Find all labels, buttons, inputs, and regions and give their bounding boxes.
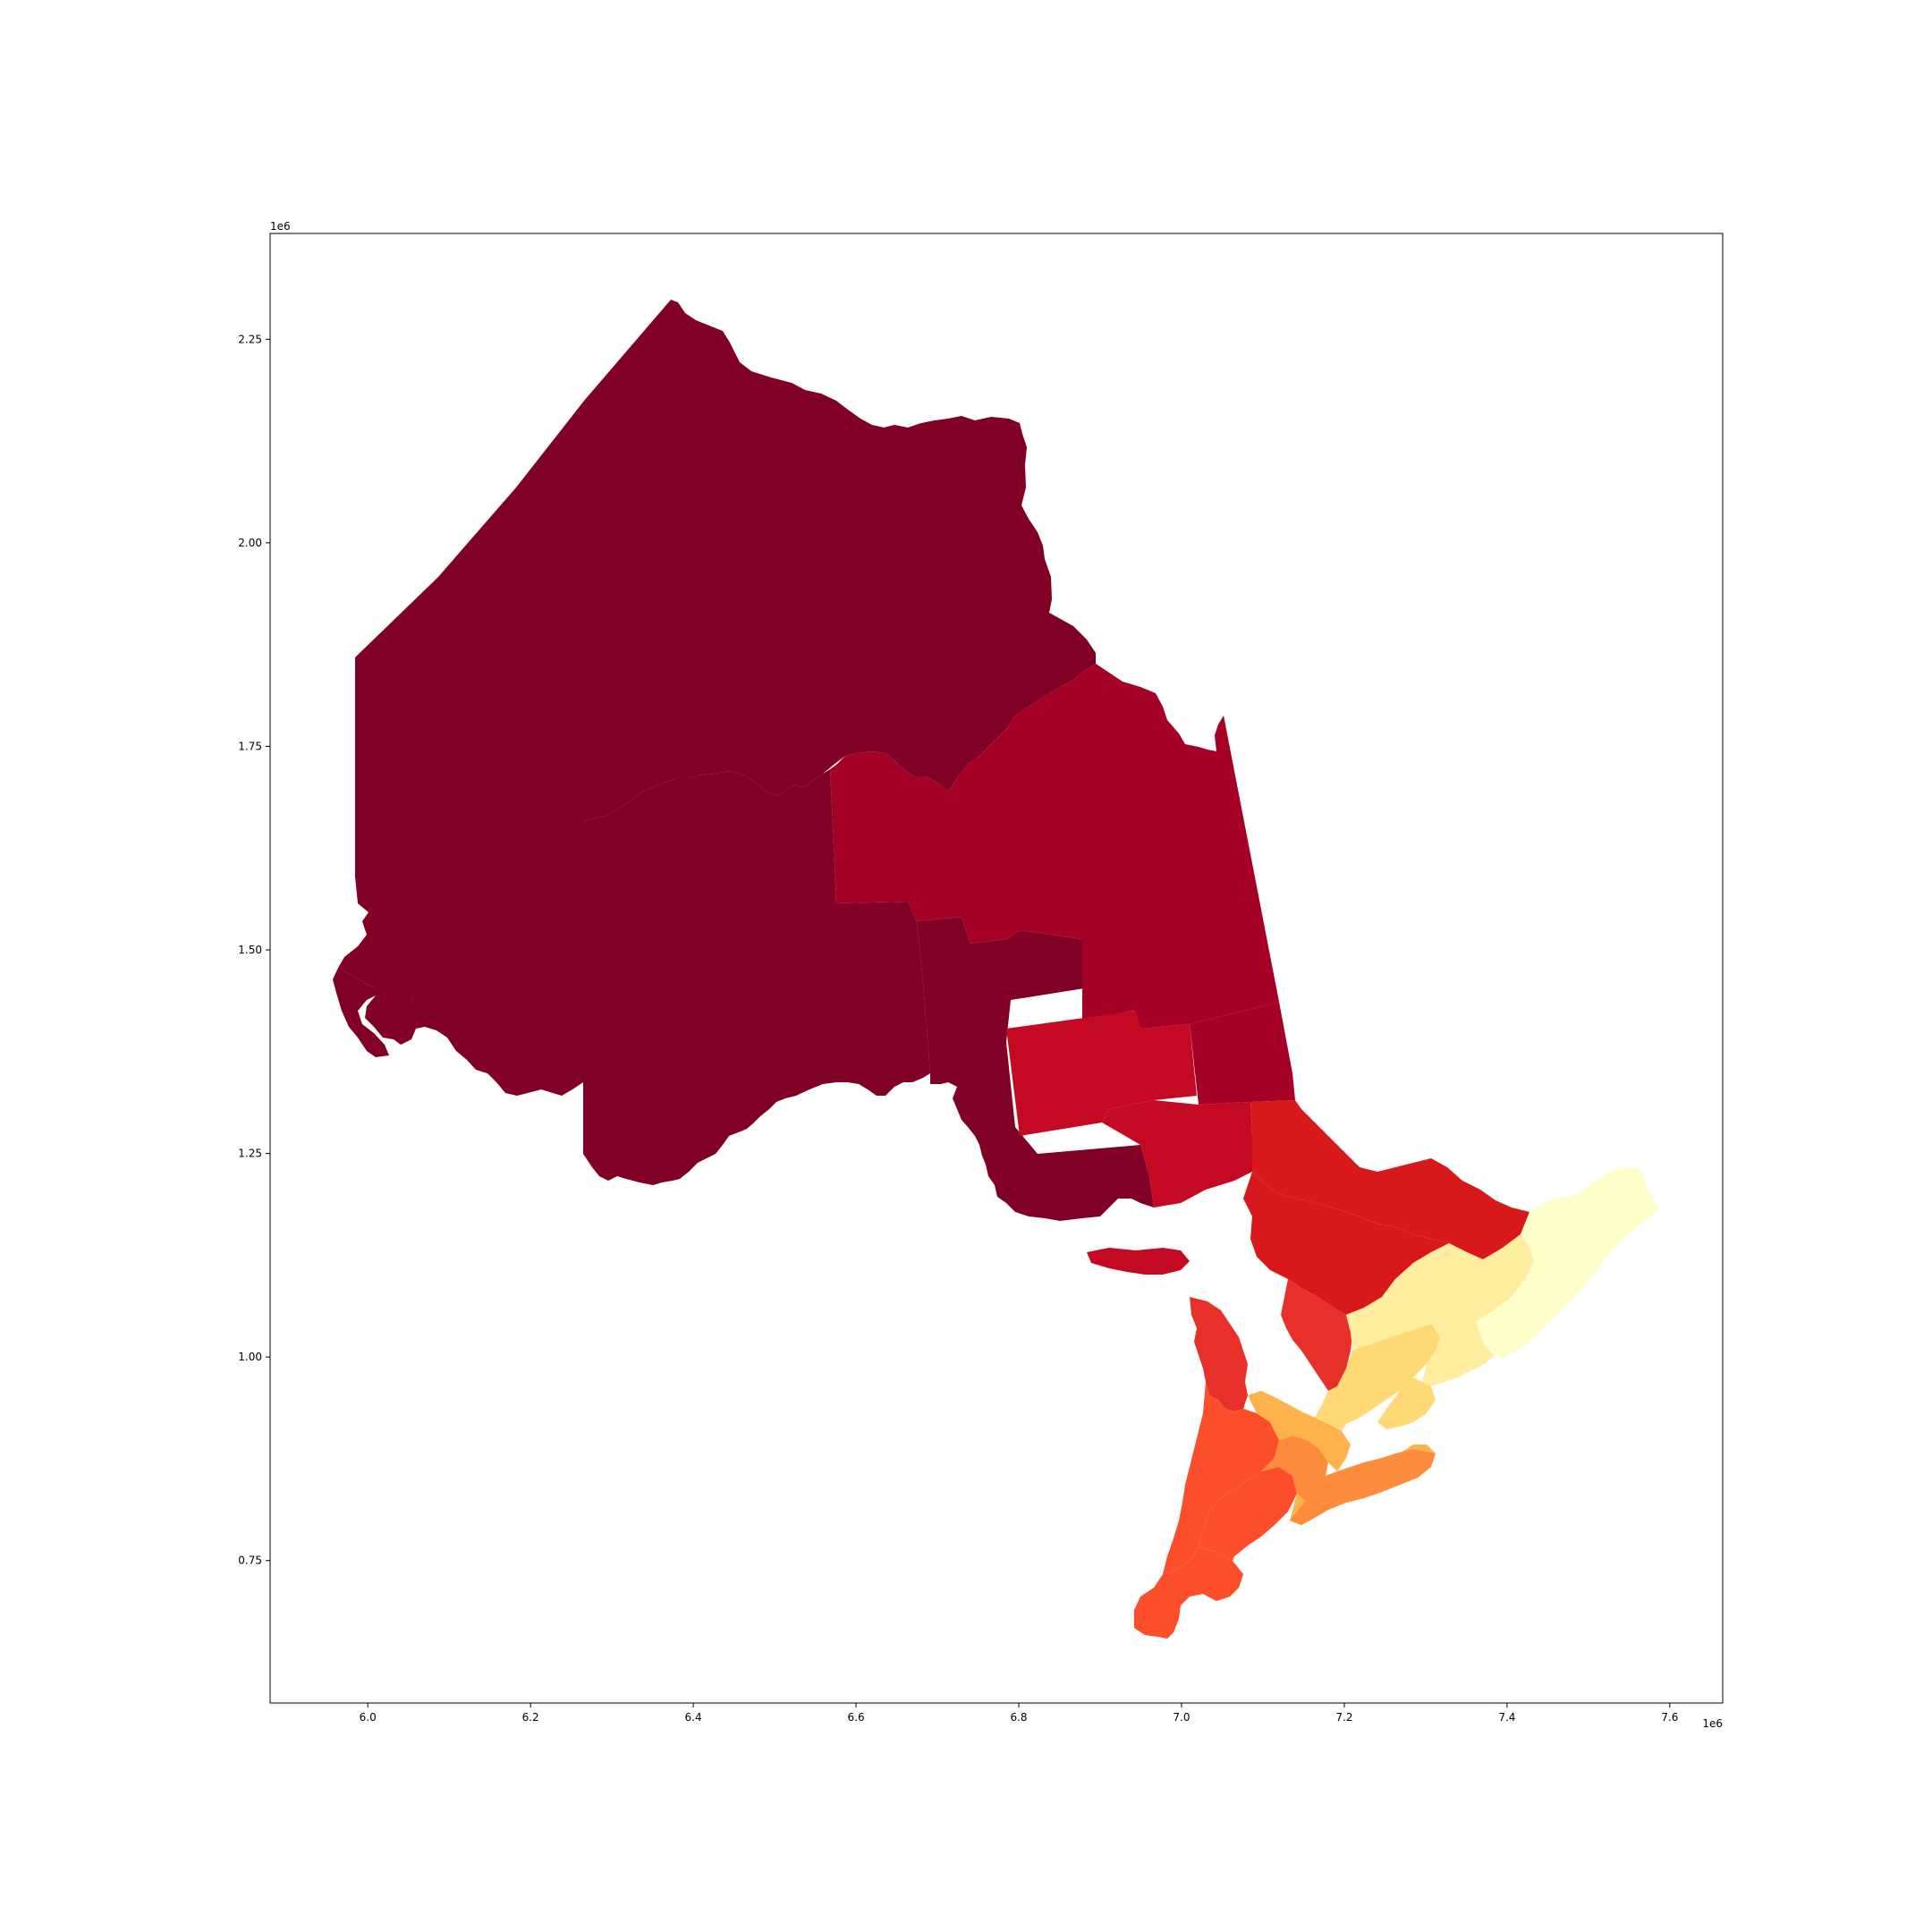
y-tick-label: 0.75 <box>238 1555 262 1567</box>
region-grey-huron[interactable] <box>1163 1382 1279 1574</box>
x-tick-label: 6.4 <box>685 1711 702 1724</box>
x-tick-label: 6.2 <box>522 1711 539 1724</box>
map-regions <box>333 300 1659 1639</box>
y-tick-label: 1.50 <box>238 944 262 956</box>
y-axis-ticks: 0.75 1.00 1.25 1.50 1.75 2.00 2.25 <box>238 333 270 1567</box>
region-algoma[interactable] <box>917 917 1154 1221</box>
region-york[interactable] <box>1315 1324 1440 1431</box>
y-tick-label: 1.25 <box>238 1148 262 1160</box>
y-tick-label: 1.00 <box>238 1351 262 1363</box>
region-west-islands[interactable] <box>333 968 389 1057</box>
region-nipissing[interactable] <box>1102 1100 1252 1208</box>
region-timiskaming[interactable] <box>1136 1002 1295 1105</box>
region-rainy-river[interactable] <box>365 996 583 1096</box>
region-kingston[interactable] <box>1422 1322 1494 1386</box>
x-tick-label: 7.0 <box>1173 1711 1190 1724</box>
x-tick-label: 7.2 <box>1335 1711 1352 1724</box>
y-axis-offset-label: 1e6 <box>270 220 291 233</box>
region-essex[interactable] <box>1134 1547 1243 1639</box>
region-parry-sound[interactable] <box>1250 1100 1530 1259</box>
x-tick-label: 6.6 <box>848 1711 865 1724</box>
x-tick-label: 6.8 <box>1010 1711 1027 1724</box>
region-durham[interactable] <box>1346 1234 1534 1351</box>
region-halton-peel[interactable] <box>1248 1391 1351 1471</box>
region-cochrane[interactable] <box>830 664 1279 1029</box>
x-tick-label: 6.0 <box>360 1711 377 1724</box>
region-far-north[interactable] <box>338 300 1096 1004</box>
region-simcoe[interactable] <box>1281 1279 1352 1391</box>
region-sudbury[interactable] <box>1006 1011 1197 1136</box>
y-tick-label: 1.75 <box>238 740 262 752</box>
region-hastings[interactable] <box>1377 1377 1436 1429</box>
region-muskoka[interactable] <box>1243 1172 1449 1315</box>
x-axis-ticks: 6.0 6.2 6.4 6.6 6.8 7.0 7.2 7.4 7.6 <box>360 1703 1678 1724</box>
region-thunder-bay[interactable] <box>583 769 930 1185</box>
y-tick-label: 2.00 <box>238 537 262 549</box>
region-bruce-peninsula[interactable] <box>1190 1297 1248 1411</box>
region-waterloo[interactable] <box>1261 1436 1328 1503</box>
region-middlesex[interactable] <box>1199 1467 1297 1561</box>
x-tick-label: 7.4 <box>1498 1711 1515 1724</box>
region-erie-shore[interactable] <box>1290 1449 1436 1525</box>
axes-frame <box>269 233 1724 1704</box>
region-manitoulin[interactable] <box>1087 1248 1190 1275</box>
x-axis-offset-label: 1e6 <box>1702 1717 1723 1730</box>
x-tick-label: 7.6 <box>1661 1711 1678 1724</box>
y-tick-label: 2.25 <box>238 333 262 345</box>
region-eastern-ontario[interactable] <box>1476 1167 1659 1358</box>
